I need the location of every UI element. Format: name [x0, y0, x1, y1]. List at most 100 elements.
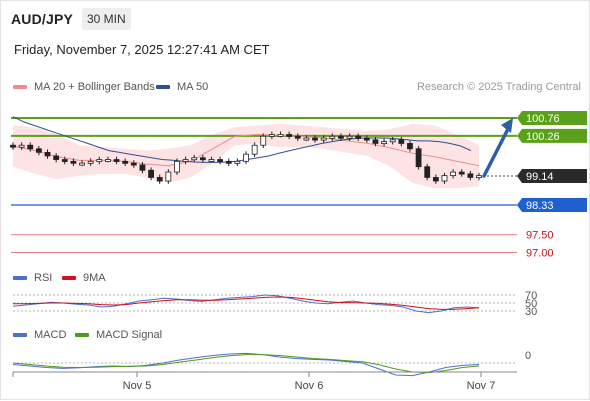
- candle-body: [105, 159, 111, 162]
- candle-body: [277, 134, 284, 137]
- candle-body: [199, 157, 206, 161]
- candle-body: [96, 159, 103, 162]
- candle-body: [450, 171, 457, 177]
- legend-macd: MACD: [13, 329, 66, 341]
- candle-body: [355, 135, 362, 139]
- candle-body: [35, 148, 42, 153]
- symbol-label[interactable]: AUD/JPY: [11, 11, 74, 27]
- rsi-level-label: 30: [525, 306, 537, 318]
- candle-body: [303, 137, 310, 141]
- candle-body: [346, 135, 353, 139]
- candle-body: [156, 177, 163, 182]
- rsi-ma-line: [13, 296, 480, 310]
- candle-body: [70, 160, 77, 164]
- legend-rsi-ma: 9MA: [62, 272, 106, 284]
- macd-level-label: 0: [525, 350, 531, 362]
- rsi-ma-swatch: [62, 276, 76, 280]
- candle-body: [165, 171, 172, 182]
- candle-body: [338, 135, 344, 139]
- candle-body: [251, 144, 258, 155]
- candle-body: [389, 139, 396, 143]
- candle-body: [225, 160, 232, 164]
- last-price-tag-label: 99.14: [526, 171, 554, 183]
- legend-macd-label: MACD: [34, 329, 67, 341]
- candle-body: [18, 144, 25, 148]
- rsi-line: [12, 294, 480, 314]
- forecast-arrow-head: [501, 118, 513, 133]
- legend-rsi-ma-label: 9MA: [83, 272, 106, 284]
- legend-rsi-label: RSI: [34, 272, 53, 284]
- candle-body: [407, 143, 413, 150]
- candle-body: [130, 162, 137, 166]
- candle-body: [294, 135, 301, 139]
- legend-macd-signal: MACD Signal: [75, 329, 162, 341]
- last-price-tag-bg: [517, 169, 587, 183]
- support-tag-label: 98.33: [526, 200, 554, 212]
- candle-body: [432, 177, 439, 182]
- candle-body: [10, 144, 16, 148]
- datetime-label: Friday, November 7, 2025 12:27:41 AM CET: [14, 42, 270, 57]
- candle-body: [122, 160, 129, 164]
- legend-macd-signal-label: MACD Signal: [96, 329, 163, 341]
- credit-label: Research © 2025 Trading Central: [416, 81, 581, 93]
- bollinger-swatch: [13, 85, 27, 89]
- candle-body: [320, 137, 327, 141]
- candle-body: [424, 166, 431, 178]
- legend-ma50-label: MA 50: [177, 81, 209, 93]
- candle-body: [87, 160, 94, 164]
- candle-body: [268, 134, 275, 137]
- macd-swatch: [13, 333, 27, 337]
- rsi-swatch: [13, 276, 27, 280]
- support-red-label: 97.50: [526, 230, 554, 242]
- support-red-label: 97.00: [526, 248, 554, 260]
- candle-body: [44, 151, 51, 157]
- candle-body: [260, 135, 267, 146]
- candle-body: [243, 153, 249, 162]
- rsi-level-label: 70: [525, 290, 537, 302]
- candle-body: [329, 135, 336, 139]
- legend-bollinger: MA 20 + Bollinger Bands: [13, 81, 155, 93]
- resistance-tag-label: 100.76: [526, 113, 560, 125]
- candle-body: [174, 160, 180, 173]
- support-tag-bg: [517, 198, 587, 212]
- ma50-swatch: [156, 85, 170, 89]
- timeframe-button[interactable]: 30 MIN: [82, 8, 131, 30]
- candle-body: [61, 159, 68, 162]
- candle-body: [286, 134, 293, 137]
- candle-body: [53, 155, 60, 160]
- legend-rsi: RSI: [13, 272, 52, 284]
- macd-signal-swatch: [75, 333, 89, 337]
- candle-body: [415, 148, 422, 168]
- x-axis-tick-label: Nov 5: [123, 380, 152, 392]
- candle-body: [208, 159, 215, 162]
- resistance-tag-bg: [517, 111, 587, 125]
- resistance-tag-bg: [517, 128, 587, 143]
- rsi-level-label: 50: [525, 298, 537, 310]
- candle-body: [148, 169, 154, 178]
- candle-body: [113, 159, 120, 162]
- candle-body: [458, 171, 465, 175]
- candle-body: [381, 141, 387, 145]
- chart-header: AUD/JPY 30 MIN: [1, 1, 589, 37]
- candle-body: [476, 175, 482, 179]
- candle-body: [234, 160, 241, 164]
- bollinger-bands: [13, 123, 479, 189]
- macd-signal-line: [12, 354, 480, 374]
- candle-body: [312, 137, 318, 141]
- candle-body: [441, 175, 448, 182]
- candle-body: [398, 139, 405, 144]
- candle-body: [363, 137, 370, 141]
- resistance-tag-label: 100.26: [526, 131, 560, 143]
- x-axis-tick-label: Nov 7: [467, 380, 496, 392]
- candle-body: [467, 173, 474, 178]
- candle-body: [27, 144, 34, 150]
- candle-body: [191, 157, 198, 161]
- ma50-line: [12, 116, 472, 163]
- forecast-arrow: [482, 125, 511, 178]
- candle-body: [182, 159, 189, 162]
- legend-bollinger-label: MA 20 + Bollinger Bands: [34, 81, 155, 93]
- candle-body: [139, 164, 146, 171]
- candle-body: [372, 139, 379, 144]
